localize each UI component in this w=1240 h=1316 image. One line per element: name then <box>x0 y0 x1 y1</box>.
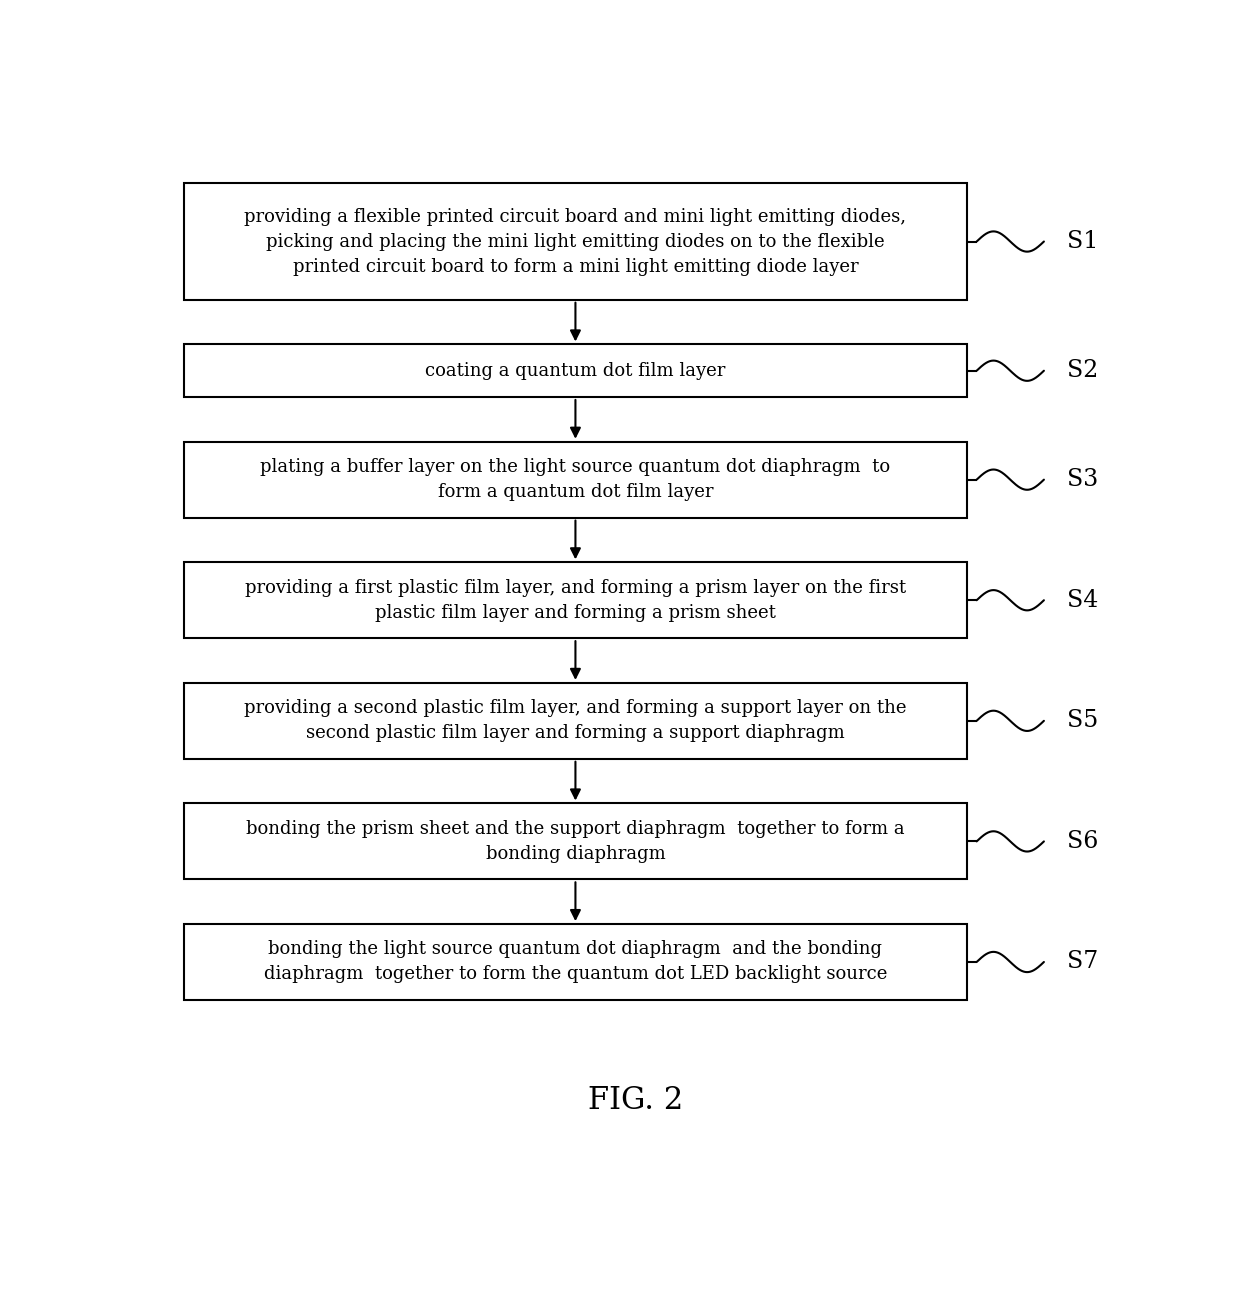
Text: providing a second plastic film layer, and forming a support layer on the
second: providing a second plastic film layer, a… <box>244 699 906 742</box>
Bar <box>184 803 967 879</box>
Text: bonding the prism sheet and the support diaphragm  together to form a
bonding di: bonding the prism sheet and the support … <box>246 820 905 863</box>
Text: providing a first plastic film layer, and forming a prism layer on the first
pla: providing a first plastic film layer, an… <box>244 579 906 621</box>
Bar <box>184 345 967 397</box>
Text: bonding the light source quantum dot diaphragm  and the bonding
diaphragm  toget: bonding the light source quantum dot dia… <box>264 941 887 983</box>
Text: S5: S5 <box>1066 709 1097 732</box>
Text: coating a quantum dot film layer: coating a quantum dot film layer <box>425 362 725 380</box>
Text: S6: S6 <box>1066 830 1099 853</box>
Text: FIG. 2: FIG. 2 <box>588 1084 683 1116</box>
Text: S3: S3 <box>1066 468 1097 491</box>
Bar <box>184 442 967 517</box>
Bar <box>184 924 967 1000</box>
Text: S2: S2 <box>1066 359 1099 382</box>
Bar <box>184 683 967 759</box>
Bar <box>184 562 967 638</box>
Text: S7: S7 <box>1066 950 1097 974</box>
Text: S4: S4 <box>1066 588 1099 612</box>
Text: plating a buffer layer on the light source quantum dot diaphragm  to
form a quan: plating a buffer layer on the light sour… <box>260 458 890 501</box>
Text: S1: S1 <box>1066 230 1099 253</box>
Bar <box>184 183 967 300</box>
Text: providing a flexible printed circuit board and mini light emitting diodes,
picki: providing a flexible printed circuit boa… <box>244 208 906 275</box>
